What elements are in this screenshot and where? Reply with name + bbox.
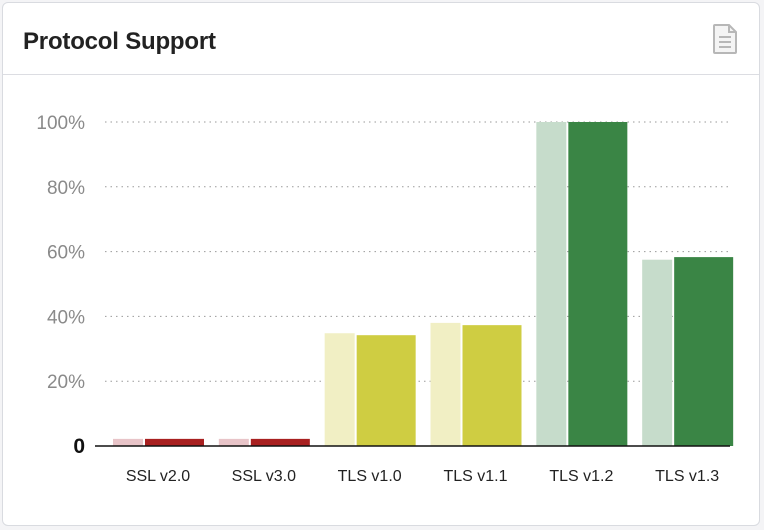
bar-series-2 (462, 325, 522, 446)
y-tick-label: 100% (36, 113, 85, 134)
bar-series-2 (674, 257, 734, 446)
bar-series-1 (218, 438, 249, 446)
card-title: Protocol Support (23, 28, 216, 55)
y-tick-label: 40% (47, 307, 85, 328)
document-icon[interactable] (711, 23, 739, 55)
bar-series-1 (113, 438, 143, 446)
x-tick-label: TLS v1.0 (338, 468, 402, 485)
bar-series-2 (356, 335, 416, 446)
x-tick-label: SSL v2.0 (126, 468, 190, 485)
bar-series-1 (324, 333, 355, 446)
x-tick-label: TLS v1.2 (549, 468, 613, 485)
y-tick-label: 0 (73, 435, 85, 458)
bar-series-2 (250, 438, 310, 446)
y-tick-label: 20% (47, 372, 85, 393)
x-tick-label: TLS v1.3 (655, 468, 719, 485)
bar-series-2 (145, 438, 204, 446)
bar-series-1 (536, 122, 567, 446)
x-tick-label: SSL v3.0 (232, 468, 296, 485)
y-tick-label: 60% (47, 243, 85, 264)
y-tick-label: 80% (47, 178, 85, 199)
bar-series-1 (430, 322, 461, 446)
x-tick-label: TLS v1.1 (443, 468, 507, 485)
bar-series-1 (642, 259, 673, 446)
bar-series-2 (568, 122, 628, 446)
card-header: Protocol Support (3, 3, 759, 75)
